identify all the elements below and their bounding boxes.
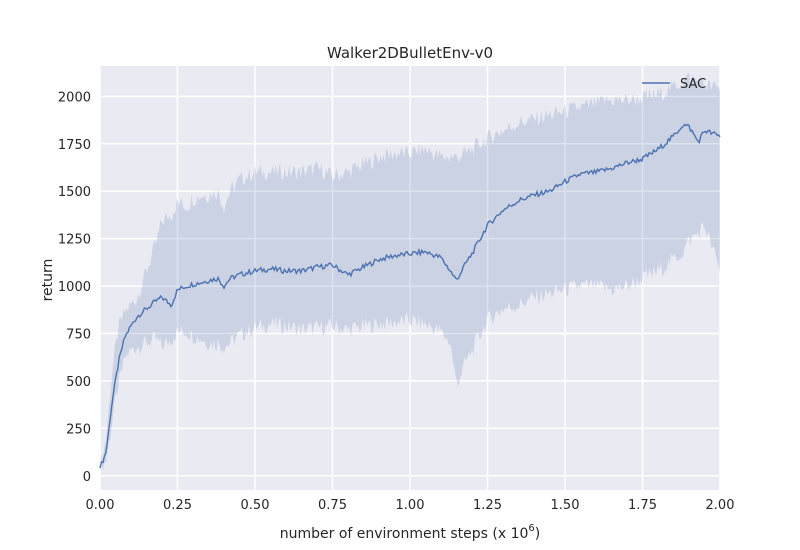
confidence-band-sac (100, 72, 720, 473)
y-axis-ticks: 0 250 500 750 1000 1250 1500 1750 2000 (58, 90, 91, 484)
y-tick-label: 500 (66, 375, 91, 390)
x-tick-label: 1.75 (628, 498, 657, 513)
y-tick-label: 2000 (58, 90, 91, 105)
x-axis-title-suffix: ) (535, 526, 540, 542)
y-tick-label: 750 (66, 327, 91, 342)
x-tick-label: 1.50 (551, 498, 580, 513)
x-tick-label: 0.25 (163, 498, 192, 513)
confidence-band (100, 72, 720, 473)
legend: SAC (642, 77, 706, 92)
y-tick-label: 1000 (58, 280, 91, 295)
y-tick-label: 1250 (58, 233, 91, 248)
chart-title: Walker2DBulletEnv-v0 (327, 44, 493, 62)
y-tick-label: 1750 (58, 138, 91, 153)
y-tick-label: 0 (83, 470, 91, 485)
x-tick-label: 1.00 (396, 498, 425, 513)
legend-label-sac: SAC (680, 77, 706, 92)
x-axis-title-exponent: 6 (528, 523, 534, 534)
x-tick-label: 0.00 (86, 498, 115, 513)
x-tick-label: 0.50 (241, 498, 270, 513)
series-lines (99, 123, 721, 469)
x-tick-label: 1.25 (473, 498, 502, 513)
x-axis-title: number of environment steps (x 106) (280, 523, 541, 542)
y-axis-title: return (40, 259, 56, 302)
x-axis-title-text: number of environment steps (x 10 (280, 526, 529, 542)
x-tick-label: 0.75 (318, 498, 347, 513)
x-tick-label: 2.00 (706, 498, 735, 513)
y-tick-label: 250 (66, 422, 91, 437)
series-line-sac (99, 123, 721, 469)
y-tick-label: 1500 (58, 185, 91, 200)
x-axis-ticks: 0.00 0.25 0.50 0.75 1.00 1.25 1.50 1.75 2.00 (86, 498, 735, 513)
